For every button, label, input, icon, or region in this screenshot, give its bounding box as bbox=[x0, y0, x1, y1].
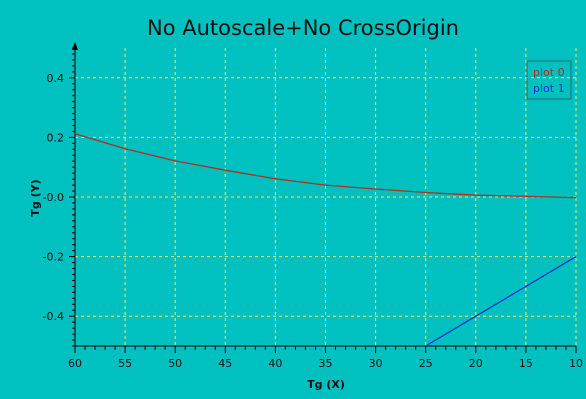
series-layer bbox=[74, 133, 577, 347]
x-tick-label: 45 bbox=[218, 357, 232, 370]
y-tick-label: 0.2 bbox=[47, 131, 65, 144]
legend-entry-0: plot 0 bbox=[533, 66, 565, 79]
x-tick-label: 20 bbox=[469, 357, 483, 370]
y-axis-arrow bbox=[72, 42, 78, 50]
x-tick-label: 30 bbox=[369, 357, 383, 370]
legend: plot 0 plot 1 bbox=[526, 60, 572, 100]
x-axis-label: Tg (X) bbox=[307, 378, 345, 391]
x-tick-label: 15 bbox=[519, 357, 533, 370]
y-tick-label: -0.4 bbox=[43, 310, 64, 323]
y-tick-label: 0.4 bbox=[47, 72, 65, 85]
y-tick-label: -0.2 bbox=[43, 251, 64, 264]
chart-title: No Autoscale+No CrossOrigin bbox=[147, 16, 459, 40]
x-tick-label: 55 bbox=[118, 357, 132, 370]
grid bbox=[75, 48, 577, 346]
x-tick-label: 40 bbox=[268, 357, 282, 370]
tick-labels: 60 55 50 45 40 35 30 25 20 15 10 0.4 0.2 -0.0 -0.2 -0.4 bbox=[43, 72, 583, 370]
series-line-1 bbox=[425, 256, 577, 347]
y-axis-label: Tg (Y) bbox=[29, 179, 42, 216]
x-tick-label: 25 bbox=[419, 357, 433, 370]
series-line-0 bbox=[74, 133, 577, 199]
x-tick-label: 50 bbox=[168, 357, 182, 370]
legend-box bbox=[526, 60, 572, 100]
axes bbox=[69, 42, 577, 353]
x-tick-label: 35 bbox=[319, 357, 333, 370]
x-tick-label: 60 bbox=[68, 357, 82, 370]
legend-entry-1: plot 1 bbox=[533, 82, 565, 95]
x-tick-label: 10 bbox=[569, 357, 583, 370]
y-tick-label: -0.0 bbox=[43, 191, 64, 204]
